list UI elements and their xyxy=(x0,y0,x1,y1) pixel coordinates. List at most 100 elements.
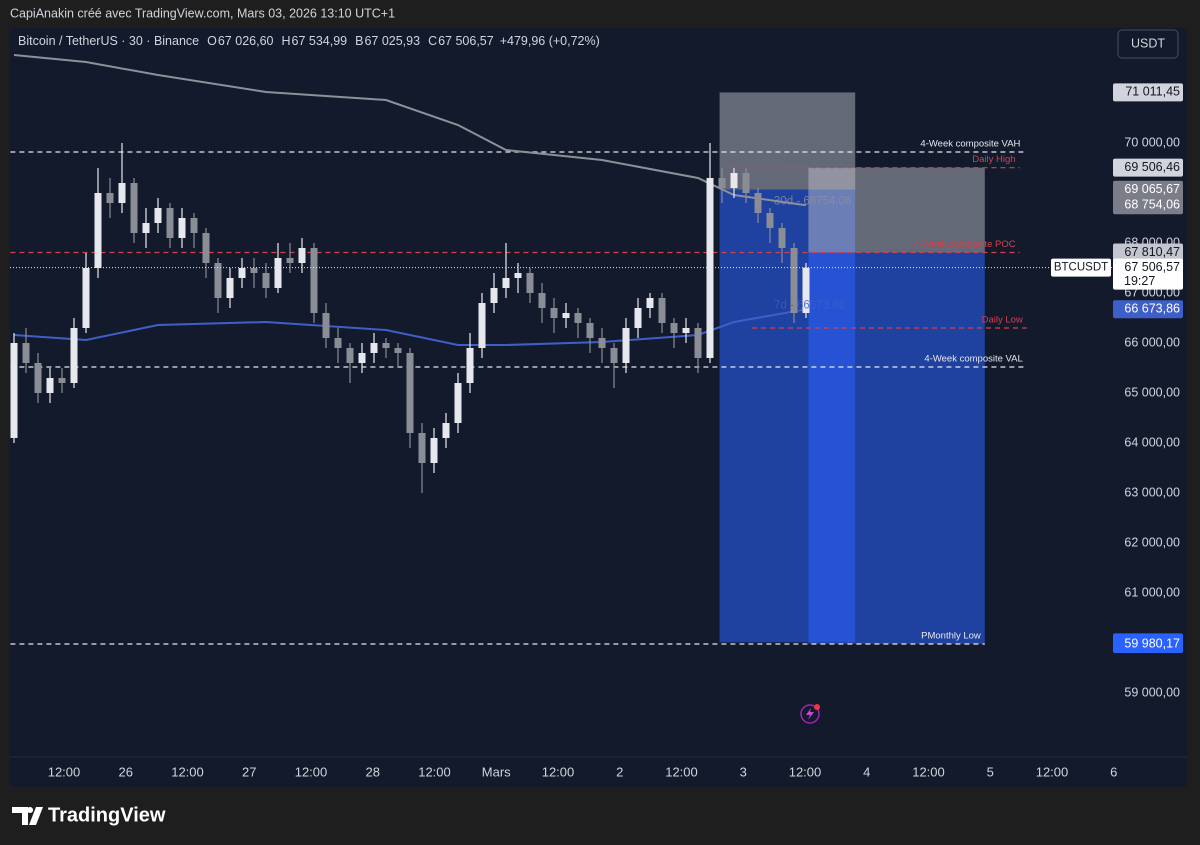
y-tick-label: 70 000,00 xyxy=(1124,135,1180,149)
x-tick-label: 2 xyxy=(616,764,623,779)
price-tag-label: 67 810,47 xyxy=(1124,245,1180,259)
price-tag-label: 68 754,06 xyxy=(1124,198,1180,212)
position-stop-zone xyxy=(719,92,856,190)
candle-body xyxy=(766,213,774,228)
candle-body xyxy=(370,343,378,353)
candle-body xyxy=(550,308,558,318)
y-tick-label: 64 000,00 xyxy=(1124,435,1180,449)
level-label: Daily Low xyxy=(982,315,1023,326)
candle-body xyxy=(622,328,630,363)
price-tag-label: 69 506,46 xyxy=(1124,160,1180,174)
candle-body xyxy=(118,183,126,203)
price-tag xyxy=(1113,180,1183,199)
header-part: B xyxy=(355,34,363,48)
candle-body xyxy=(190,218,198,233)
candle-body xyxy=(142,223,150,233)
candle-body xyxy=(46,378,54,393)
header-part: C xyxy=(428,34,437,48)
candle-body xyxy=(778,228,786,248)
y-tick-label: 59 000,00 xyxy=(1124,685,1180,699)
header-part: 67 534,99 xyxy=(292,34,348,48)
y-tick-label: 65 000,00 xyxy=(1124,385,1180,399)
candle-body xyxy=(250,268,258,273)
price-tag-label: 69 065,67 xyxy=(1124,182,1180,196)
x-tick-label: 12:00 xyxy=(912,764,945,779)
candle-body xyxy=(322,313,330,338)
candle-body xyxy=(94,193,102,268)
candle-body xyxy=(106,193,114,203)
brand-name: TradingView xyxy=(48,804,166,826)
header-part: +479,96 (+0,72%) xyxy=(500,34,600,48)
candle-body xyxy=(742,173,750,193)
price-tag-label: 66 673,86 xyxy=(1124,302,1180,316)
candle-body xyxy=(394,348,402,353)
candle-body xyxy=(802,267,810,313)
candle-body xyxy=(382,343,390,348)
x-tick-label: Mars xyxy=(482,764,511,779)
price-tag xyxy=(1113,300,1183,319)
candle-body xyxy=(334,338,342,348)
candle-body xyxy=(274,258,282,288)
position-stop-zone xyxy=(808,167,985,253)
y-tick-label: 61 000,00 xyxy=(1124,585,1180,599)
header-part: O xyxy=(207,34,217,48)
candle-body xyxy=(22,343,30,363)
header-part: H xyxy=(281,34,290,48)
candle-body xyxy=(358,353,366,363)
position-target-zone xyxy=(808,252,985,644)
candle-body xyxy=(634,308,642,328)
candle-body xyxy=(682,328,690,333)
currency-button[interactable] xyxy=(1117,29,1179,59)
x-tick-label: 12:00 xyxy=(665,764,698,779)
header-part: Bitcoin / TetherUS · 30 · Binance xyxy=(18,34,199,48)
indicator-label: 7d - 66673.86 xyxy=(774,299,845,311)
candle-body xyxy=(238,268,246,278)
candle-body xyxy=(586,323,594,338)
candle-body xyxy=(466,348,474,383)
candle-body xyxy=(574,313,582,323)
candle-body xyxy=(262,273,270,288)
header-part: 67 026,60 xyxy=(218,34,274,48)
candle-body xyxy=(418,433,426,463)
candle-body xyxy=(754,193,762,213)
alert-icon[interactable] xyxy=(800,704,820,724)
x-tick-label: 3 xyxy=(740,764,747,779)
candle-body xyxy=(34,363,42,393)
x-tick-label: 12:00 xyxy=(171,764,204,779)
candle-body xyxy=(406,353,414,433)
level-label: 4-Week composite POC xyxy=(914,239,1016,250)
last-price-label: 67 506,57 xyxy=(1124,260,1180,274)
candle-body xyxy=(226,278,234,298)
x-tick-label: 12:00 xyxy=(48,764,81,779)
x-tick-label: 6 xyxy=(1110,764,1117,779)
candle-body xyxy=(658,298,666,323)
candle-body xyxy=(214,263,222,298)
price-tag xyxy=(1113,83,1183,102)
countdown: 19:27 xyxy=(1124,274,1155,288)
price-tag xyxy=(1113,158,1183,177)
candle-body xyxy=(790,248,798,313)
y-tick-label: 63 000,00 xyxy=(1124,485,1180,499)
candle-body xyxy=(178,218,186,238)
level-label: 4-Week composite VAH xyxy=(920,139,1020,150)
y-tick-label: 62 000,00 xyxy=(1124,535,1180,549)
x-tick-label: 26 xyxy=(119,764,133,779)
level-label: PMonthly Low xyxy=(921,631,981,642)
candle-body xyxy=(298,248,306,263)
candle-body xyxy=(646,298,654,308)
candle-body xyxy=(454,383,462,423)
x-tick-label: 28 xyxy=(366,764,380,779)
y-tick-label: 66 000,00 xyxy=(1124,335,1180,349)
price-tag xyxy=(1113,243,1183,262)
x-tick-label: 5 xyxy=(987,764,994,779)
candle-body xyxy=(514,273,522,278)
indicator-label: 30d - 68754.06 xyxy=(774,195,851,207)
header-part: 67 025,93 xyxy=(364,34,420,48)
candle-body xyxy=(670,323,678,333)
candle-body xyxy=(478,303,486,348)
currency-label: USDT xyxy=(1131,36,1165,50)
header-part: 67 506,57 xyxy=(438,34,494,48)
candle-body xyxy=(694,328,702,358)
